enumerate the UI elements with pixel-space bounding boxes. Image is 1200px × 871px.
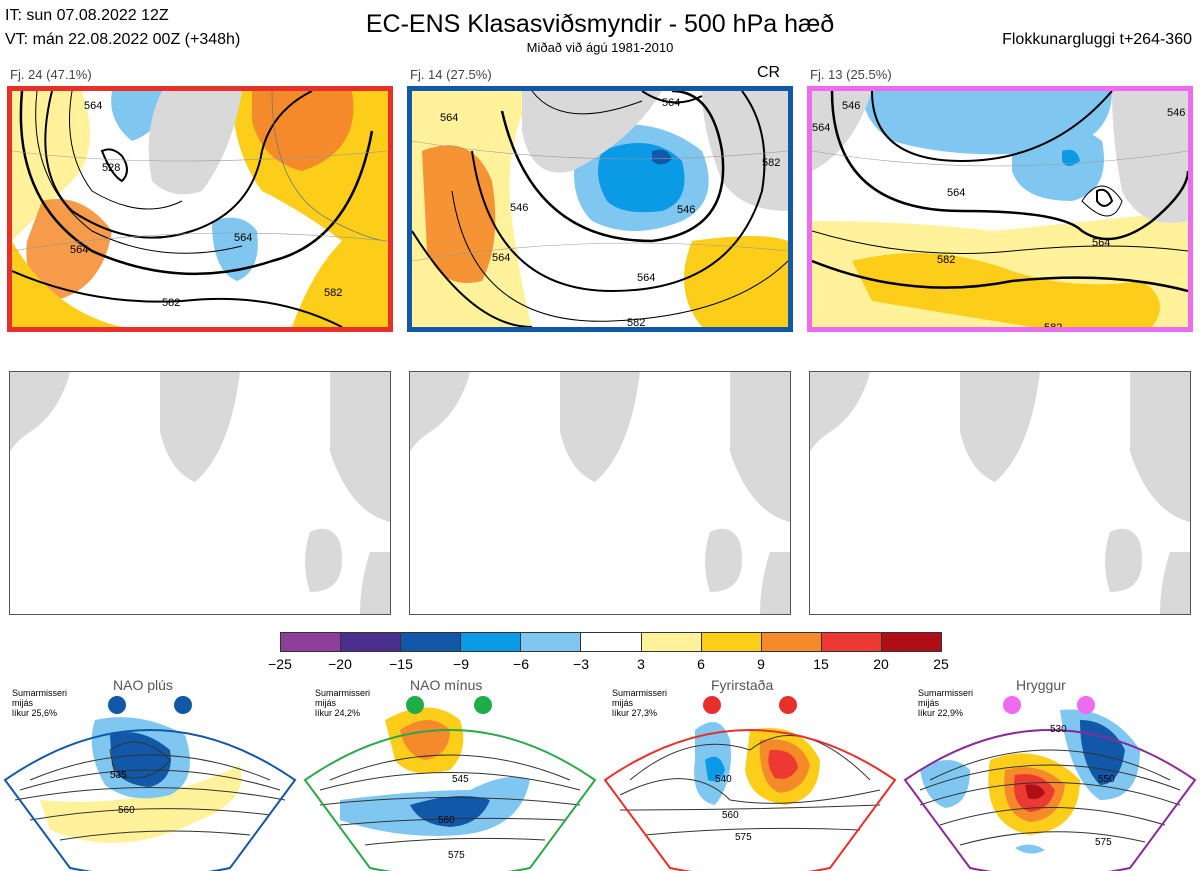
regime-contour-label: 550 xyxy=(1098,774,1115,785)
colorbar-tick: 3 xyxy=(637,656,645,672)
regime-3-map: 540 560 575 xyxy=(603,696,897,871)
regime-2-info: Sumarmisseri mijás líkur 24,2% xyxy=(315,688,371,718)
contour-label: 582 xyxy=(627,317,645,327)
colorbar-swatch xyxy=(521,633,582,651)
classification-window: Flokkunargluggi t+264-360 xyxy=(1002,31,1192,48)
regime-3-dot xyxy=(703,696,721,714)
init-time: IT: sun 07.08.2022 12Z xyxy=(5,7,169,24)
page-title: EC-ENS Klasasviðsmyndir - 500 hPa hæð xyxy=(365,10,835,38)
contour-label: 546 xyxy=(510,202,528,214)
valid-time: VT: mán 22.08.2022 00Z (+348h) xyxy=(5,31,241,48)
contour-label: 582 xyxy=(937,254,955,266)
regime-contour-label: 545 xyxy=(452,774,469,785)
cluster-map-2: 564 546 546 564 564 582 582 564 xyxy=(407,86,793,332)
colorbar-tick: 15 xyxy=(813,656,829,672)
regime-3-info: Sumarmisseri mijás líkur 27,3% xyxy=(612,688,668,718)
regime-4-info: Sumarmisseri mijás líkur 22,9% xyxy=(918,688,974,718)
regime-3-title: Fyrirstaða xyxy=(711,677,774,693)
contour-label: 582 xyxy=(324,287,342,299)
base-map-2 xyxy=(409,371,791,615)
colorbar-tick: 6 xyxy=(697,656,705,672)
regime-1-dot xyxy=(174,696,192,714)
regime-4-map: 530 550 575 xyxy=(903,696,1197,871)
base-map-1 xyxy=(9,371,391,615)
colorbar-swatch xyxy=(641,633,702,651)
panel-2-tag: CR xyxy=(757,64,781,81)
colorbar-tick: −15 xyxy=(389,656,413,672)
regime-2-dot xyxy=(474,696,492,714)
colorbar-tick: 25 xyxy=(933,656,949,672)
contour-label: 582 xyxy=(1044,322,1062,327)
contour-label: 564 xyxy=(70,244,88,256)
contour-label: 564 xyxy=(662,97,680,109)
regime-2-title: NAO mínus xyxy=(410,677,483,693)
regime-3-dot xyxy=(779,696,797,714)
colorbar-swatch xyxy=(401,633,462,651)
regime-4-dot xyxy=(1077,696,1095,714)
contour-label: 528 xyxy=(102,162,120,174)
colorbar-swatch xyxy=(461,633,522,651)
contour-label: 564 xyxy=(234,232,252,244)
colorbar-swatch xyxy=(761,633,822,651)
contour-label: 582 xyxy=(162,297,180,309)
page-subtitle: Miðað við ágú 1981-2010 xyxy=(526,40,674,55)
cluster-map-1: 528 564 582 582 564 564 xyxy=(7,86,393,332)
panel-1-label: Fj. 24 (47.1%) xyxy=(10,67,92,82)
regime-1-info: Sumarmisseri mijás líkur 25,6% xyxy=(12,688,68,718)
contour-label: 546 xyxy=(1167,107,1185,119)
regime-contour-label: 575 xyxy=(1095,837,1112,848)
regime-2-map: 545 560 575 xyxy=(303,696,597,871)
cluster-map-3: 546 564 564 564 582 582 546 xyxy=(807,86,1193,332)
regime-contour-label: 560 xyxy=(438,815,455,826)
regime-contour-label: 560 xyxy=(722,810,739,821)
regime-contour-label: 530 xyxy=(1050,724,1067,735)
regime-contour-label: 575 xyxy=(735,832,752,843)
regime-2-dot xyxy=(406,696,424,714)
base-map-3 xyxy=(809,371,1191,615)
contour-label: 546 xyxy=(677,204,695,216)
regime-4-title: Hryggur xyxy=(1016,677,1066,693)
colorbar-tick: 9 xyxy=(757,656,765,672)
colorbar-tick: 20 xyxy=(873,656,889,672)
colorbar-swatch xyxy=(281,633,342,651)
colorbar-tick: −25 xyxy=(268,656,292,672)
colorbar-swatch xyxy=(701,633,762,651)
contour-label: 546 xyxy=(842,100,860,112)
regime-1-dot xyxy=(108,696,126,714)
anomaly-colorbar xyxy=(280,632,942,652)
regime-1-map: 535 560 xyxy=(3,696,297,871)
panel-3-label: Fj. 13 (25.5%) xyxy=(810,67,892,82)
contour-label: 564 xyxy=(84,100,102,112)
regime-contour-label: 560 xyxy=(118,805,135,816)
contour-label: 564 xyxy=(1092,237,1110,249)
regime-1-title: NAO plús xyxy=(113,677,173,693)
colorbar-swatch xyxy=(881,633,942,651)
colorbar-swatch xyxy=(581,633,642,651)
colorbar-tick: −20 xyxy=(328,656,352,672)
contour-label: 582 xyxy=(762,157,780,169)
colorbar-tick: −9 xyxy=(453,656,469,672)
regime-contour-label: 535 xyxy=(110,770,127,781)
contour-label: 564 xyxy=(492,252,510,264)
colorbar-swatch xyxy=(341,633,402,651)
contour-label: 564 xyxy=(947,187,965,199)
regime-contour-label: 575 xyxy=(448,850,465,861)
contour-label: 564 xyxy=(812,122,830,134)
contour-label: 564 xyxy=(440,112,458,124)
contour-label: 564 xyxy=(637,272,655,284)
regime-contour-label: 540 xyxy=(715,774,732,785)
colorbar-swatch xyxy=(821,633,882,651)
panel-2-label: Fj. 14 (27.5%) xyxy=(410,67,492,82)
colorbar-tick: −6 xyxy=(513,656,529,672)
colorbar-tick: −3 xyxy=(573,656,589,672)
regime-4-dot xyxy=(1003,696,1021,714)
